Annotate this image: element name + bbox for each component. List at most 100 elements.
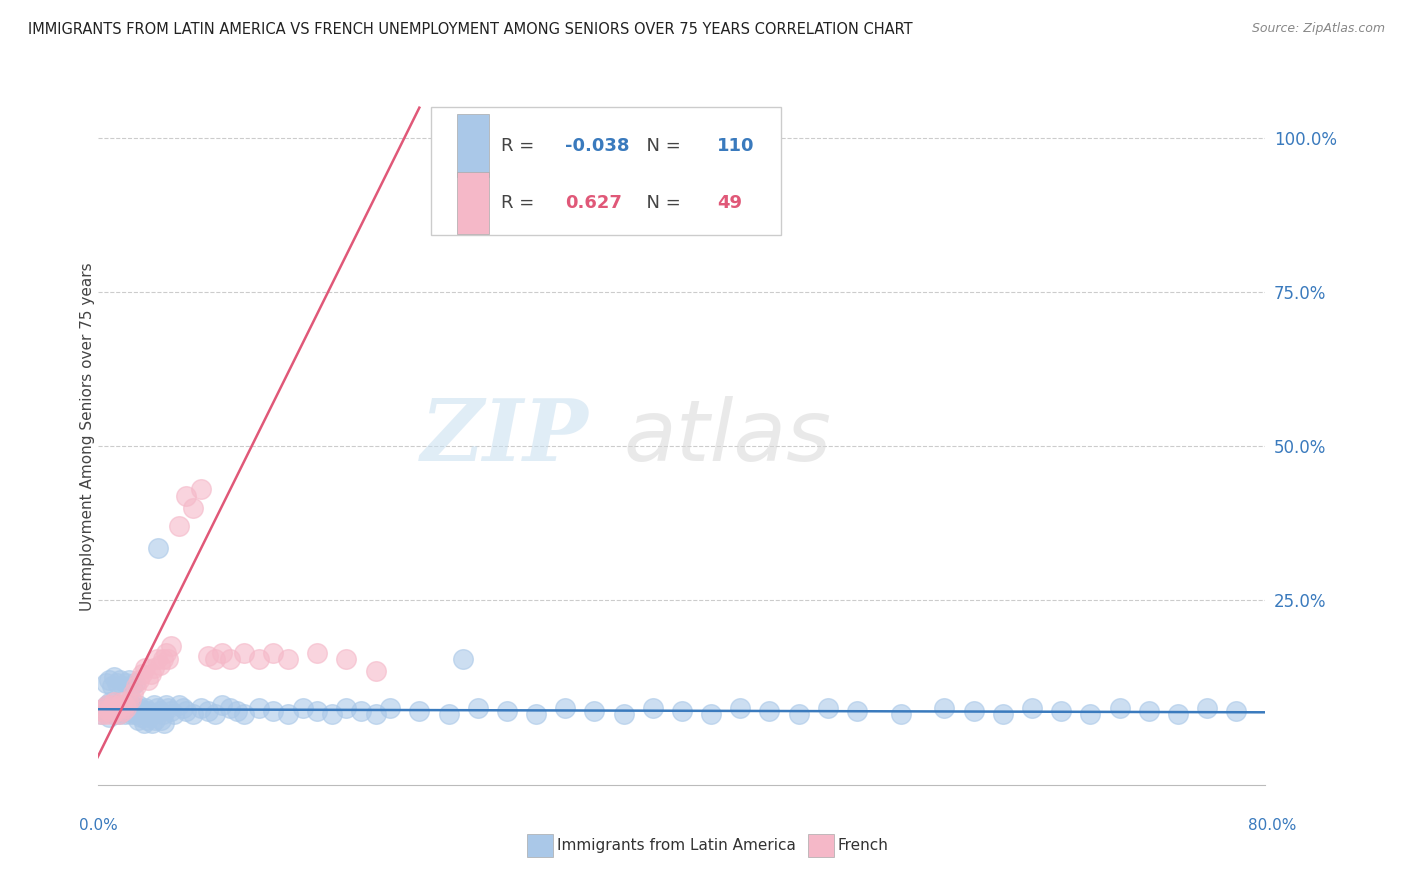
Point xyxy=(132,716,155,731)
Point xyxy=(139,667,162,681)
Point xyxy=(112,704,135,718)
Point xyxy=(104,698,127,712)
Point xyxy=(291,701,314,715)
Point xyxy=(991,707,1014,722)
Point xyxy=(134,701,156,715)
Point xyxy=(117,701,139,715)
Text: 80.0%: 80.0% xyxy=(1249,818,1296,832)
Point xyxy=(262,646,284,660)
Point xyxy=(97,710,120,724)
Point xyxy=(115,701,138,715)
Point xyxy=(197,704,219,718)
Point xyxy=(111,695,134,709)
Point xyxy=(817,701,839,715)
Point xyxy=(124,704,146,718)
Text: -0.038: -0.038 xyxy=(565,136,630,154)
Point xyxy=(110,673,132,688)
Point xyxy=(108,707,131,722)
Point xyxy=(114,707,136,722)
Point xyxy=(204,707,226,722)
Point xyxy=(671,704,693,718)
Point xyxy=(149,657,172,672)
Point xyxy=(307,646,329,660)
Point xyxy=(467,701,489,715)
Point xyxy=(155,646,177,660)
Point xyxy=(934,701,956,715)
Point xyxy=(277,651,299,665)
Point xyxy=(142,661,165,675)
Point xyxy=(98,701,121,715)
Point xyxy=(700,707,723,722)
Point xyxy=(181,500,204,515)
Point xyxy=(127,698,149,712)
Point xyxy=(148,541,170,555)
Point xyxy=(117,695,139,709)
Text: French: French xyxy=(838,838,889,853)
Text: atlas: atlas xyxy=(623,395,831,479)
Point xyxy=(378,701,402,715)
Point xyxy=(104,704,127,718)
Point xyxy=(845,704,868,718)
Point xyxy=(583,704,606,718)
Point xyxy=(150,714,173,728)
Point xyxy=(141,716,163,731)
Point xyxy=(90,707,112,722)
Point xyxy=(101,701,124,715)
Point xyxy=(90,707,112,722)
Point xyxy=(127,714,149,728)
Point xyxy=(143,714,166,728)
Point xyxy=(93,701,115,715)
Point xyxy=(890,707,912,722)
Point xyxy=(641,701,664,715)
Point xyxy=(247,651,270,665)
Point xyxy=(233,646,256,660)
Point xyxy=(152,707,174,722)
Point xyxy=(125,680,148,694)
Point xyxy=(125,707,148,722)
Point xyxy=(110,698,132,712)
Point xyxy=(101,698,124,712)
Point xyxy=(110,698,132,712)
Point xyxy=(135,714,157,728)
Point xyxy=(211,698,233,712)
Point xyxy=(1021,701,1043,715)
Point xyxy=(96,698,118,712)
Point xyxy=(142,698,165,712)
Point xyxy=(181,707,204,722)
Point xyxy=(364,707,387,722)
Point xyxy=(962,704,984,718)
Point xyxy=(277,707,299,722)
Point xyxy=(105,701,128,715)
Text: 0.0%: 0.0% xyxy=(79,818,118,832)
Text: R =: R = xyxy=(501,136,540,154)
Point xyxy=(124,676,146,690)
Point xyxy=(121,698,143,712)
Point xyxy=(122,701,145,715)
Point xyxy=(122,685,145,699)
Point xyxy=(197,648,219,663)
Point xyxy=(139,707,162,722)
Point xyxy=(118,704,141,718)
Point xyxy=(364,664,387,678)
Point xyxy=(160,640,183,654)
Point xyxy=(758,704,780,718)
Point xyxy=(247,701,270,715)
Point xyxy=(1137,704,1160,718)
Point xyxy=(153,716,176,731)
Point xyxy=(612,707,634,722)
Point xyxy=(204,651,226,665)
Point xyxy=(167,698,190,712)
Point xyxy=(131,667,153,681)
Point xyxy=(1167,707,1189,722)
Point xyxy=(728,701,751,715)
Point xyxy=(94,704,117,718)
Point xyxy=(129,704,152,718)
Point xyxy=(111,701,134,715)
Point xyxy=(163,707,186,722)
Point xyxy=(112,680,135,694)
Point xyxy=(155,698,177,712)
Point xyxy=(100,680,122,694)
Point xyxy=(136,673,159,688)
Point xyxy=(1225,704,1247,718)
Bar xyxy=(457,172,489,235)
